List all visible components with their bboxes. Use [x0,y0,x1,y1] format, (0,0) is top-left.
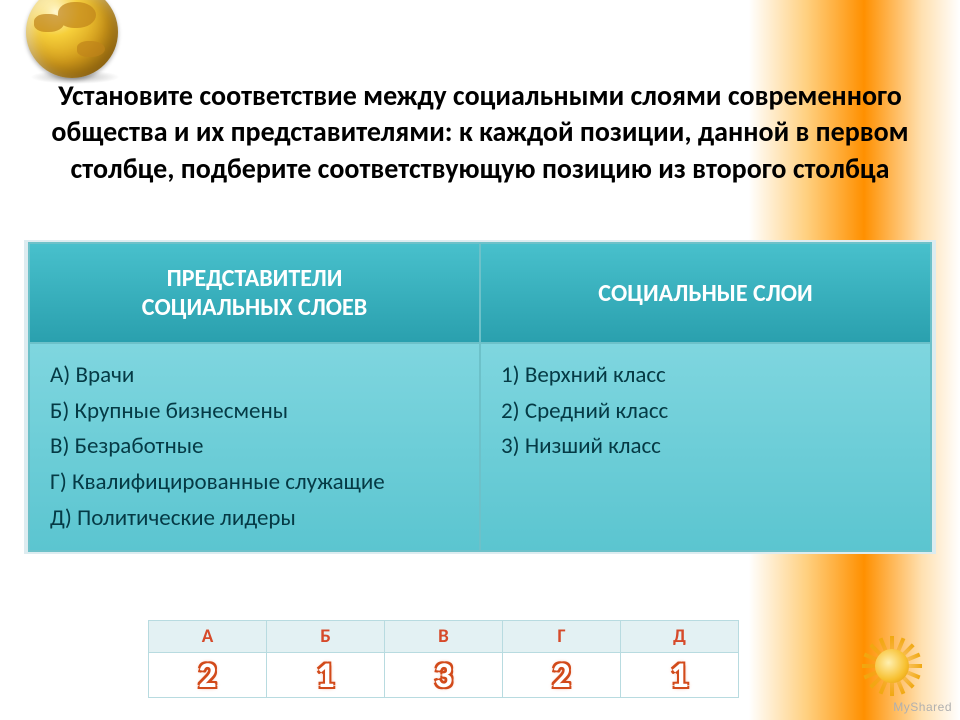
answer-number: 1 [267,653,385,698]
answer-numbers-row: 2 1 3 2 1 [149,653,739,698]
answer-letters-row: А Б В Г Д [149,621,739,653]
answer-number: 1 [621,653,739,698]
watermark: MyShared [893,700,952,714]
answer-number: 2 [503,653,621,698]
answer-letter: Д [621,621,739,653]
globe-icon [26,0,118,78]
table-header-row: ПРЕДСТАВИТЕЛИ СОЦИАЛЬНЫХ СЛОЕВ СОЦИАЛЬНЫ… [29,243,931,343]
matching-table: ПРЕДСТАВИТЕЛИ СОЦИАЛЬНЫХ СЛОЕВ СОЦИАЛЬНЫ… [28,242,932,552]
answer-number: 3 [385,653,503,698]
slide-title: Установите соответствие между социальным… [24,78,936,187]
cell-layers: 1) Верхний класс 2) Средний класс 3) Низ… [480,343,931,551]
answer-letter: А [149,621,267,653]
answer-letter: Б [267,621,385,653]
header-left: ПРЕДСТАВИТЕЛИ СОЦИАЛЬНЫХ СЛОЕВ [29,243,480,343]
answer-table: А Б В Г Д 2 1 3 2 1 [148,620,739,698]
matching-table-wrap: ПРЕДСТАВИТЕЛИ СОЦИАЛЬНЫХ СЛОЕВ СОЦИАЛЬНЫ… [24,240,936,554]
table-body-row: А) Врачи Б) Крупные бизнесмены В) Безраб… [29,343,931,551]
answer-number: 2 [149,653,267,698]
cell-representatives: А) Врачи Б) Крупные бизнесмены В) Безраб… [29,343,480,551]
answer-letter: Г [503,621,621,653]
sun-icon [862,636,922,696]
header-right: СОЦИАЛЬНЫЕ СЛОИ [480,243,931,343]
answer-letter: В [385,621,503,653]
